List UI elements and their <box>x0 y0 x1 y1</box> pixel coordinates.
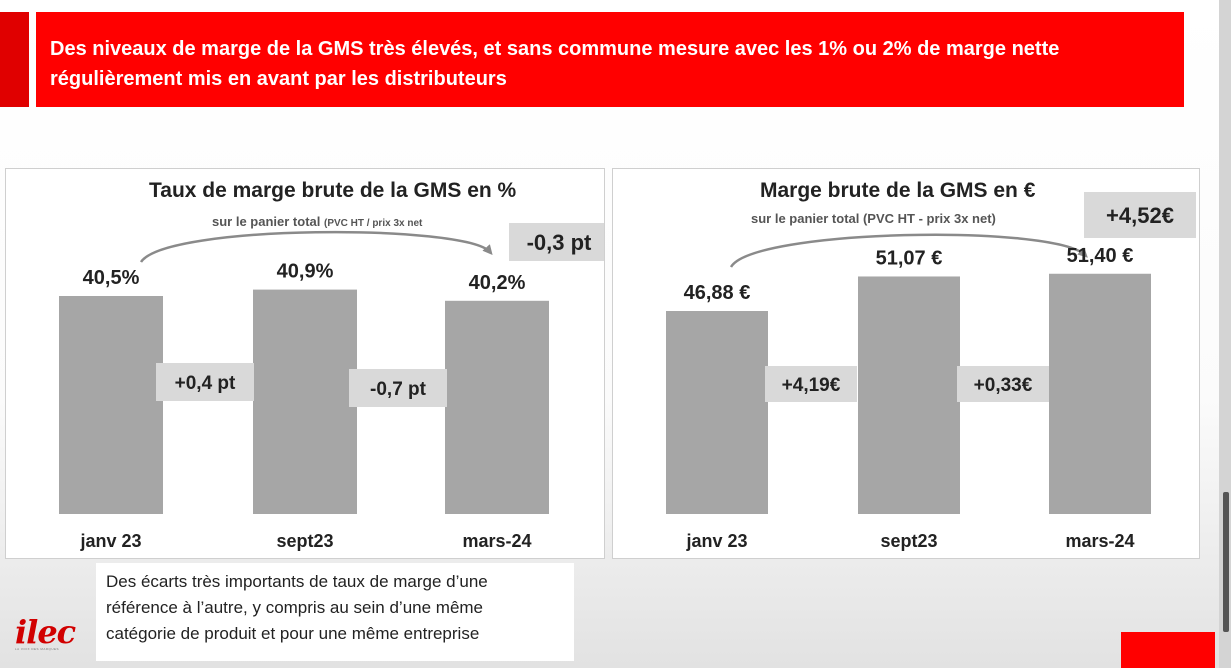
diff-box <box>765 366 857 402</box>
diff-box <box>156 363 254 401</box>
note-line: Des écarts très importants de taux de ma… <box>106 572 488 591</box>
chart-panel-gross-margin: Marge brute de la GMS en € sur le panier… <box>612 168 1200 559</box>
chart-title: Taux de marge brute de la GMS en % <box>149 179 517 202</box>
category-label: janv 23 <box>79 531 141 551</box>
diff-label: +0,33€ <box>974 375 1033 396</box>
data-label: 46,88 € <box>684 282 751 304</box>
category-label: sept23 <box>880 531 937 551</box>
chart-subtitle-main: sur le panier total (PVC HT - prix 3x ne… <box>751 211 996 226</box>
chart-panel-margin-rate: Taux de marge brute de la GMS en % sur l… <box>5 168 605 559</box>
data-label: 40,5% <box>83 267 140 289</box>
chart-subtitle-small: (PVC HT / prix 3x net <box>323 218 423 229</box>
diff-box <box>349 369 447 407</box>
chart-subtitle: sur le panier total (PVC HT - prix 3x ne… <box>751 211 996 226</box>
note-box: Des écarts très importants de taux de ma… <box>96 563 574 661</box>
ilec-logo: ilec LA VOIX DES MARQUES <box>15 613 76 651</box>
data-label: 51,40 € <box>1067 245 1134 267</box>
banner-accent <box>0 12 29 107</box>
note-line: référence à l’autre, y compris au sein d… <box>106 598 484 617</box>
chart-subtitle-main: sur le panier total <box>212 214 324 229</box>
category-label: sept23 <box>276 531 333 551</box>
category-label: janv 23 <box>685 531 747 551</box>
note-line: catégorie de produit et pour une même en… <box>106 624 480 643</box>
trend-arrow <box>729 233 1088 268</box>
banner-title: Des niveaux de marge de la GMS très élev… <box>50 38 1060 90</box>
diff-box <box>957 366 1049 402</box>
red-corner-block <box>1121 632 1215 668</box>
category-label: mars-24 <box>462 531 531 551</box>
vertical-scrollbar[interactable] <box>1219 0 1231 668</box>
data-label: 40,2% <box>469 272 526 294</box>
category-label: mars-24 <box>1065 531 1134 551</box>
bar <box>666 311 768 514</box>
bar <box>858 276 960 514</box>
total-change-box <box>509 223 604 261</box>
diff-label: -0,7 pt <box>370 379 427 400</box>
bar <box>59 296 163 514</box>
data-label: 51,07 € <box>876 247 943 269</box>
total-change-label: +4,52€ <box>1106 203 1174 228</box>
data-label: 40,9% <box>277 261 334 283</box>
chart-title: Marge brute de la GMS en € <box>760 179 1036 202</box>
trend-arrow <box>139 230 493 263</box>
bar <box>253 289 357 514</box>
bar-chart-gross-margin: 46,88 € janv 23 51,07 € sept23 51,40 € mars-2… <box>666 192 1196 551</box>
total-change-box <box>1084 192 1196 238</box>
title-banner: Des niveaux de marge de la GMS très élev… <box>36 12 1184 107</box>
bar-chart-margin-rate: 40,5% janv 23 40,9% sept23 40,2% mars-24 +0,4 … <box>59 223 604 551</box>
diff-label: +4,19€ <box>782 375 841 396</box>
chart-subtitle: sur le panier total (PVC HT / prix 3x ne… <box>212 214 422 229</box>
bar <box>1049 273 1151 514</box>
bar <box>445 300 549 514</box>
logo-text: ilec <box>15 613 76 651</box>
diff-label: +0,4 pt <box>175 373 236 394</box>
logo-tagline: LA VOIX DES MARQUES <box>15 647 60 651</box>
scrollbar-thumb[interactable] <box>1223 492 1229 632</box>
total-change-label: -0,3 pt <box>527 230 592 255</box>
